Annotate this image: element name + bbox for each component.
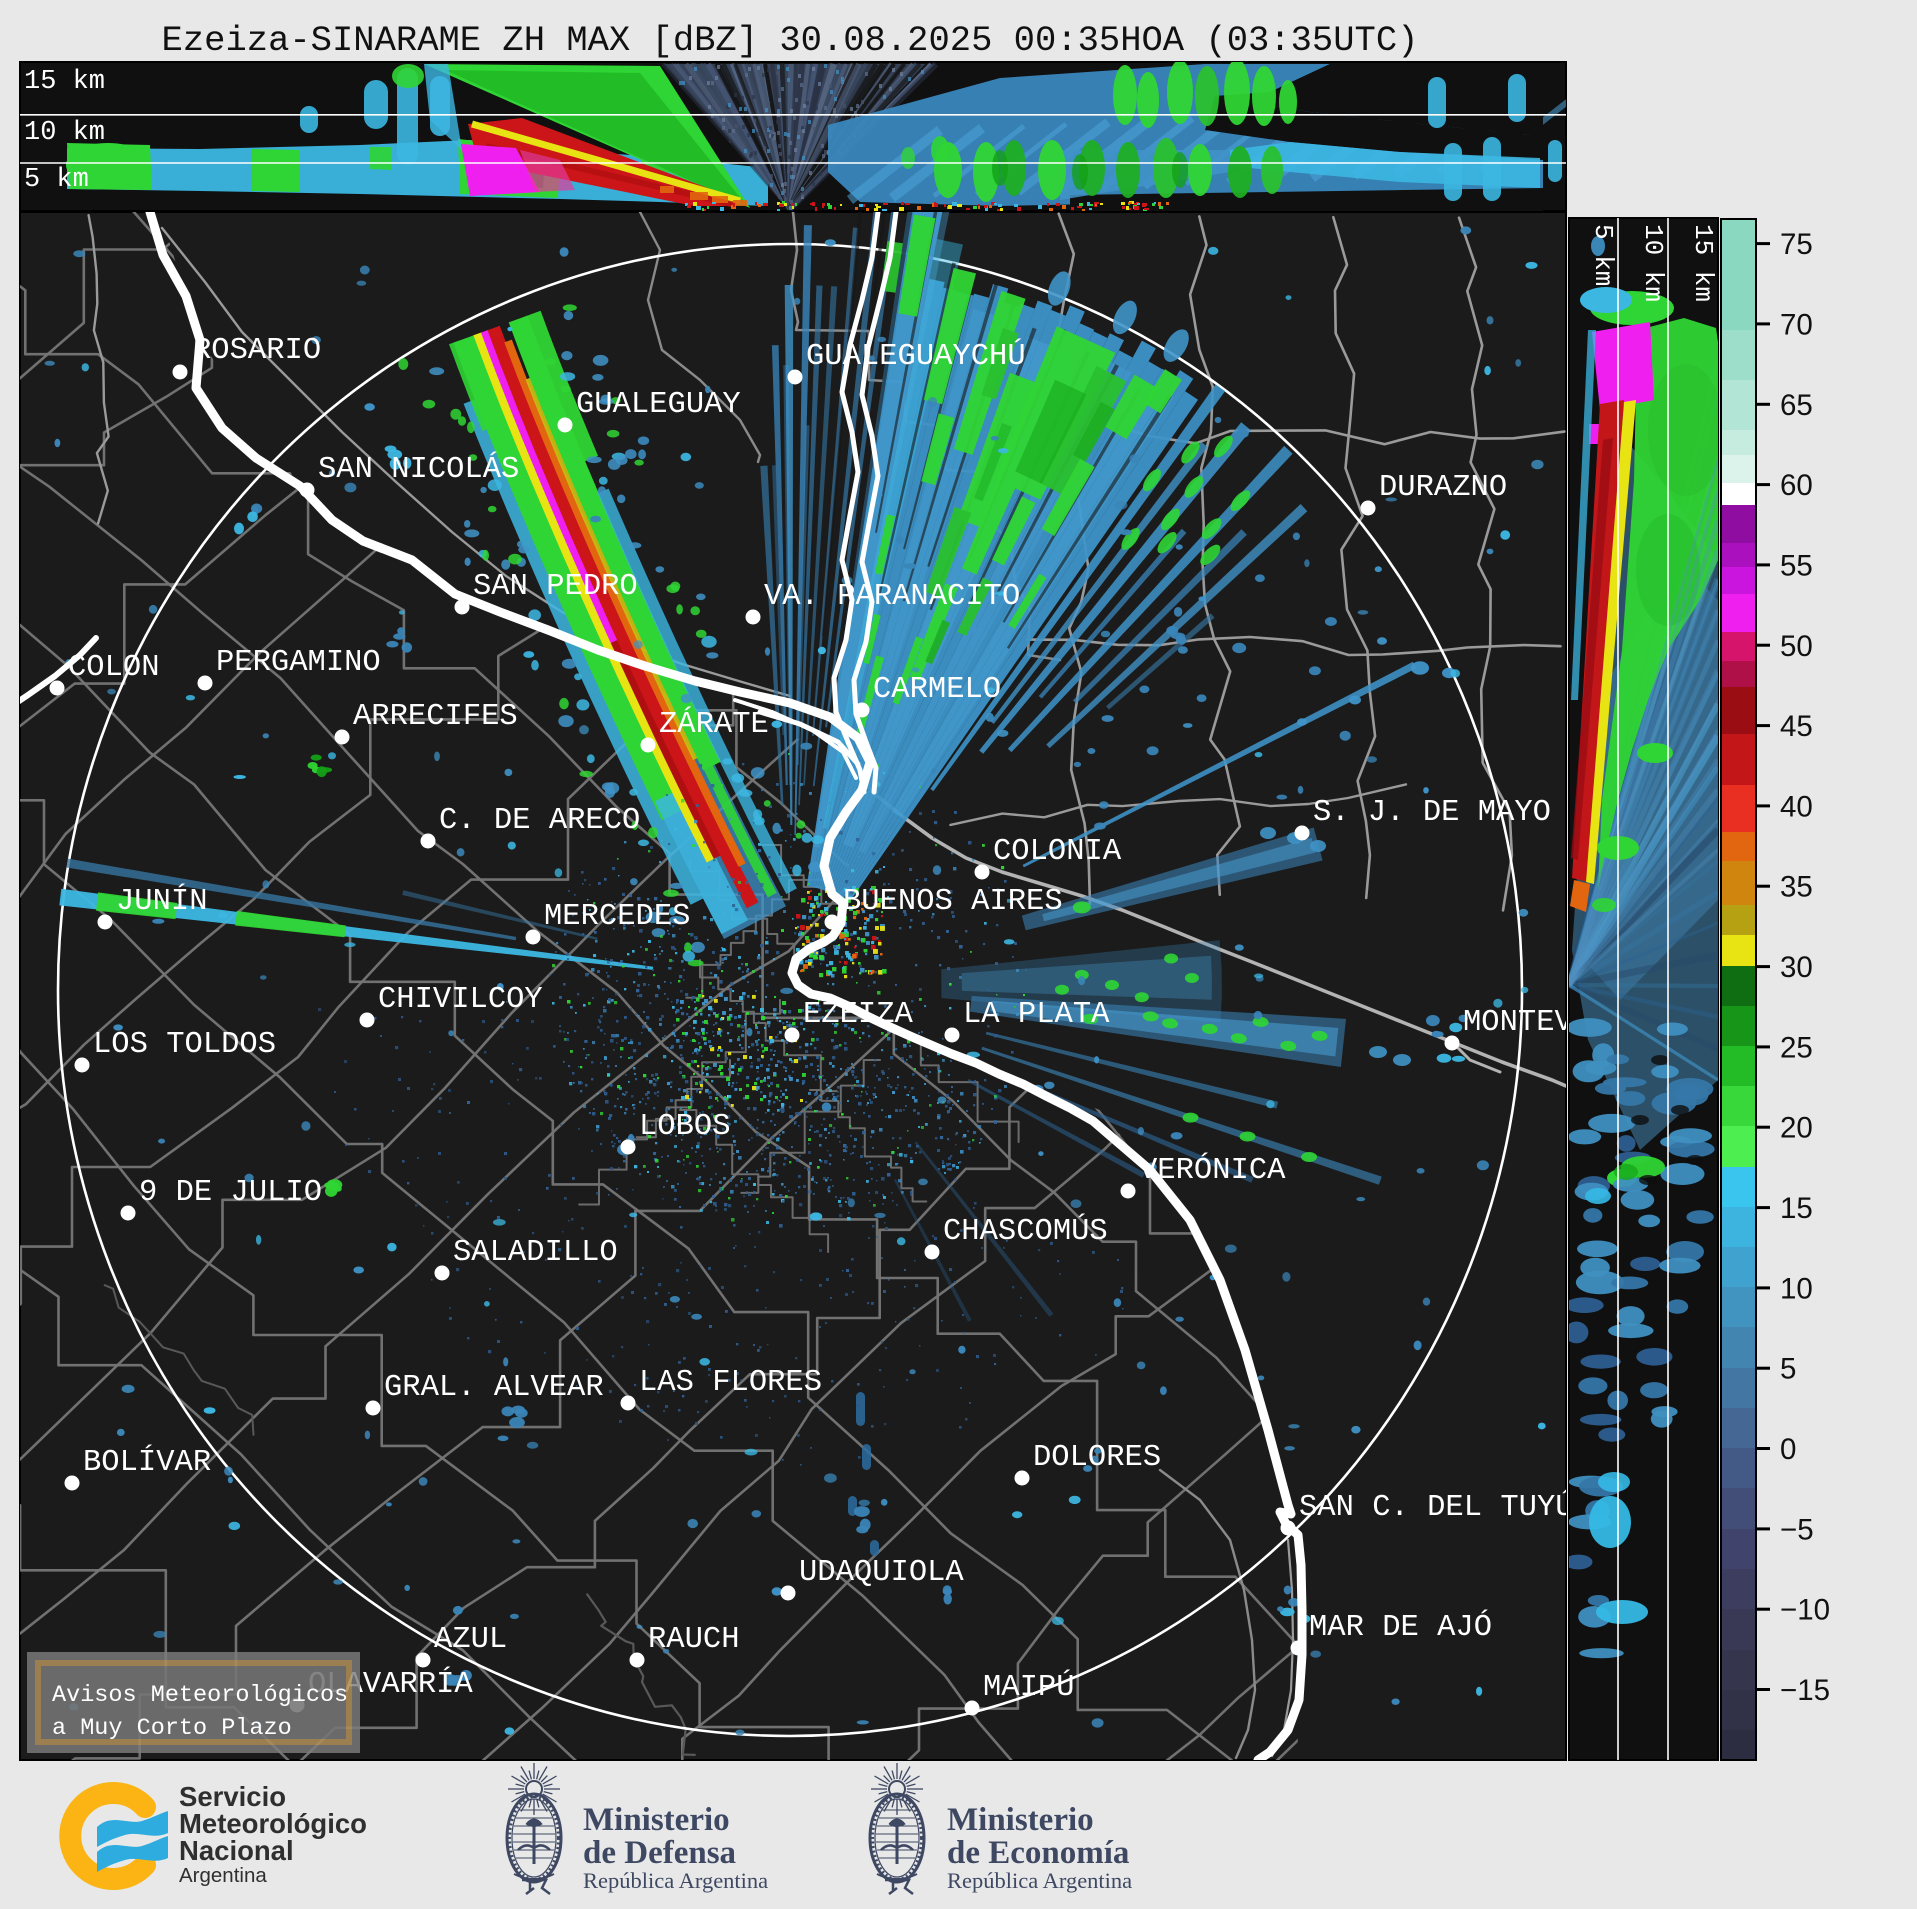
svg-text:PERGAMINO: PERGAMINO: [216, 646, 381, 680]
svg-text:Servicio: Servicio: [179, 1781, 286, 1812]
svg-text:MAR DE AJÓ: MAR DE AJÓ: [1309, 1608, 1492, 1645]
svg-text:AZUL: AZUL: [434, 1623, 507, 1657]
svg-text:60: 60: [1780, 469, 1813, 502]
svg-text:GUALEGUAY: GUALEGUAY: [576, 388, 741, 422]
svg-text:LA PLATA: LA PLATA: [963, 998, 1110, 1032]
svg-text:10 km: 10 km: [24, 118, 105, 148]
svg-text:45: 45: [1780, 710, 1813, 743]
svg-text:35: 35: [1780, 871, 1813, 904]
svg-text:ROSARIO: ROSARIO: [193, 334, 321, 368]
svg-text:DOLORES: DOLORES: [1033, 1441, 1161, 1475]
svg-text:55: 55: [1780, 549, 1813, 582]
svg-text:10 km: 10 km: [1638, 224, 1668, 302]
svg-text:de Defensa: de Defensa: [583, 1835, 736, 1871]
svg-text:BOLÍVAR: BOLÍVAR: [83, 1443, 211, 1480]
svg-text:40: 40: [1780, 790, 1813, 823]
svg-text:MONTEV: MONTEV: [1463, 1006, 1574, 1040]
svg-text:República Argentina: República Argentina: [583, 1868, 768, 1893]
svg-text:Ezeiza-SINARAME ZH MAX [dBZ] 3: Ezeiza-SINARAME ZH MAX [dBZ] 30.08.2025 …: [162, 20, 1419, 61]
svg-text:30: 30: [1780, 951, 1813, 984]
svg-text:SAN PEDRO: SAN PEDRO: [473, 570, 638, 604]
svg-text:15: 15: [1780, 1192, 1813, 1225]
svg-text:Meteorológico: Meteorológico: [179, 1808, 367, 1839]
svg-text:RAUCH: RAUCH: [648, 1623, 740, 1657]
svg-text:GRAL. ALVEAR: GRAL. ALVEAR: [384, 1371, 604, 1405]
svg-text:Ministerio: Ministerio: [947, 1802, 1094, 1838]
svg-text:5 km: 5 km: [1588, 224, 1618, 286]
svg-text:25: 25: [1780, 1031, 1813, 1064]
svg-text:20: 20: [1780, 1112, 1813, 1145]
svg-text:9 DE JULIO: 9 DE JULIO: [139, 1176, 322, 1210]
svg-text:50: 50: [1780, 630, 1813, 663]
svg-text:LAS FLORES: LAS FLORES: [639, 1366, 822, 1400]
svg-text:de Economía: de Economía: [947, 1835, 1129, 1871]
svg-text:15 km: 15 km: [24, 67, 105, 97]
svg-text:ZÁRATE: ZÁRATE: [659, 705, 769, 742]
svg-text:S. J. DE MAYO: S. J. DE MAYO: [1313, 796, 1551, 830]
svg-text:BUENOS AIRES: BUENOS AIRES: [843, 885, 1063, 919]
svg-text:VERÓNICA: VERÓNICA: [1139, 1151, 1286, 1188]
svg-text:COLONIA: COLONIA: [993, 835, 1122, 869]
svg-text:5 km: 5 km: [24, 165, 89, 195]
svg-text:10: 10: [1780, 1272, 1813, 1305]
svg-text:5: 5: [1780, 1353, 1796, 1386]
svg-text:LOBOS: LOBOS: [639, 1110, 731, 1144]
svg-text:−10: −10: [1780, 1594, 1830, 1627]
svg-text:75: 75: [1780, 228, 1813, 261]
svg-text:SALADILLO: SALADILLO: [453, 1236, 618, 1270]
svg-text:70: 70: [1780, 308, 1813, 341]
svg-text:DURAZNO: DURAZNO: [1379, 471, 1507, 505]
svg-text:SAN C. DEL TUYÚ: SAN C. DEL TUYÚ: [1299, 1488, 1574, 1525]
svg-text:ARRECIFES: ARRECIFES: [353, 700, 518, 734]
svg-text:Ministerio: Ministerio: [583, 1802, 730, 1838]
svg-text:MAIPÚ: MAIPÚ: [983, 1668, 1075, 1705]
svg-text:UDAQUIOLA: UDAQUIOLA: [799, 1556, 964, 1590]
svg-text:GUALEGUAYCHÚ: GUALEGUAYCHÚ: [806, 337, 1026, 374]
svg-text:15 km: 15 km: [1688, 224, 1718, 302]
svg-text:JUNÍN: JUNÍN: [116, 882, 208, 919]
svg-text:MERCEDES: MERCEDES: [544, 900, 690, 934]
svg-text:CHASCOMÚS: CHASCOMÚS: [943, 1212, 1108, 1249]
svg-text:−15: −15: [1780, 1674, 1830, 1707]
svg-text:a Muy Corto Plazo: a Muy Corto Plazo: [52, 1715, 292, 1742]
svg-text:COLON: COLON: [68, 651, 160, 685]
svg-text:0: 0: [1780, 1433, 1796, 1466]
svg-text:CARMELO: CARMELO: [873, 673, 1001, 707]
svg-text:VA. PARANACITO: VA. PARANACITO: [764, 580, 1020, 614]
svg-text:Nacional: Nacional: [179, 1835, 294, 1866]
svg-text:Argentina: Argentina: [179, 1864, 267, 1887]
svg-text:LOS TOLDOS: LOS TOLDOS: [93, 1028, 276, 1062]
svg-text:SAN NICOLÁS: SAN NICOLÁS: [318, 450, 519, 487]
svg-text:−5: −5: [1780, 1513, 1814, 1546]
svg-text:CHIVILCOY: CHIVILCOY: [378, 983, 543, 1017]
svg-text:Avisos Meteorológicos: Avisos Meteorológicos: [52, 1682, 348, 1709]
svg-text:65: 65: [1780, 389, 1813, 422]
svg-text:República Argentina: República Argentina: [947, 1868, 1132, 1893]
svg-text:EZEIZA: EZEIZA: [803, 998, 914, 1032]
svg-text:C. DE ARECO: C. DE ARECO: [439, 804, 640, 838]
